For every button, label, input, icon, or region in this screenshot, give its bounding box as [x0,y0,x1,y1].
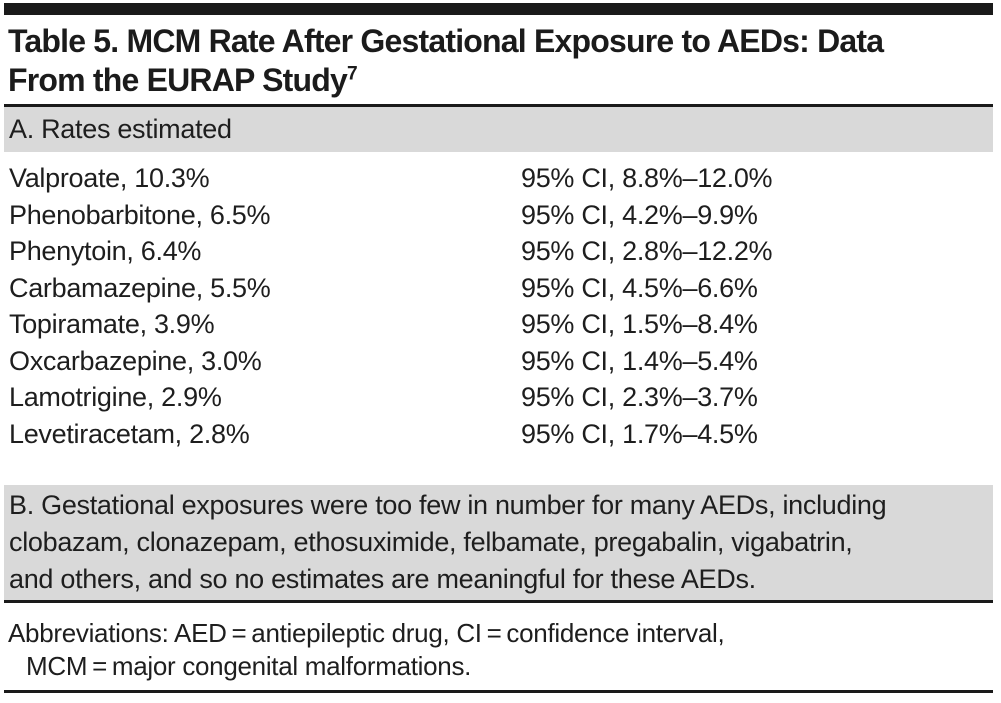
drug-rate-cell: Phenobarbitone, 6.5% [9,199,271,230]
table-title: Table 5. MCM Rate After Gestational Expo… [4,22,993,100]
drug-rate-cell: Levetiracetam, 2.8% [9,418,250,449]
confidence-interval-cell: 95% CI, 1.5%–8.4% [521,309,758,339]
table-title-line1: Table 5. MCM Rate After Gestational Expo… [8,23,884,59]
table-row: Lamotrigine, 2.9% 95% CI, 2.3%–3.7% [9,379,993,416]
drug-rate-cell: Carbamazepine, 5.5% [9,272,271,303]
abbreviations-line1: Abbreviations: AED = antiepileptic drug,… [8,618,725,648]
section-a-header: A. Rates estimated [4,107,993,152]
confidence-interval-cell: 95% CI, 2.3%–3.7% [521,382,758,412]
reference-superscript: 7 [347,63,358,85]
drug-rate-cell: Lamotrigine, 2.9% [9,382,222,412]
confidence-interval-cell: 95% CI, 1.7%–4.5% [521,418,758,449]
section-b-line: and others, and so no estimates are mean… [9,564,756,594]
table-row: Carbamazepine, 5.5% 95% CI, 4.5%–6.6% [9,270,993,307]
confidence-interval-cell: 95% CI, 2.8%–12.2% [521,236,773,266]
section-b-line: B. Gestational exposures were too few in… [9,490,887,520]
table-row: Valproate, 10.3% 95% CI, 8.8%–12.0% [9,160,993,197]
abbreviations-footnote: Abbreviations: AED = antiepileptic drug,… [4,617,993,683]
section-b-note: B. Gestational exposures were too few in… [4,485,993,600]
section-b-line: clobazam, clonazepam, ethosuximide, felb… [9,527,853,557]
confidence-interval-cell: 95% CI, 4.5%–6.6% [521,272,758,303]
top-rule [4,3,993,15]
drug-rate-cell: Topiramate, 3.9% [9,309,215,339]
confidence-interval-cell: 95% CI, 1.4%–5.4% [521,345,758,376]
table-row: Phenobarbitone, 6.5% 95% CI, 4.2%–9.9% [9,197,993,234]
drug-rate-cell: Valproate, 10.3% [9,163,210,193]
title-divider-rule [4,104,993,107]
drug-rate-cell: Oxcarbazepine, 3.0% [9,345,262,376]
confidence-interval-cell: 95% CI, 8.8%–12.0% [521,163,773,193]
note-divider-rule [4,600,993,603]
table-row: Levetiracetam, 2.8% 95% CI, 1.7%–4.5% [9,416,993,453]
drug-rate-cell: Phenytoin, 6.4% [9,236,202,266]
table-5-figure: Table 5. MCM Rate After Gestational Expo… [0,3,1001,703]
table-row: Phenytoin, 6.4% 95% CI, 2.8%–12.2% [9,233,993,270]
table-row: Topiramate, 3.9% 95% CI, 1.5%–8.4% [9,306,993,343]
confidence-interval-cell: 95% CI, 4.2%–9.9% [521,199,758,230]
rates-table-body: Valproate, 10.3% 95% CI, 8.8%–12.0% Phen… [4,160,993,452]
table-row: Oxcarbazepine, 3.0% 95% CI, 1.4%–5.4% [9,343,993,380]
abbreviations-line2: MCM = major congenital malformations. [26,651,472,681]
bottom-rule [4,690,993,693]
table-title-line2: From the EURAP Study7 [8,62,358,98]
